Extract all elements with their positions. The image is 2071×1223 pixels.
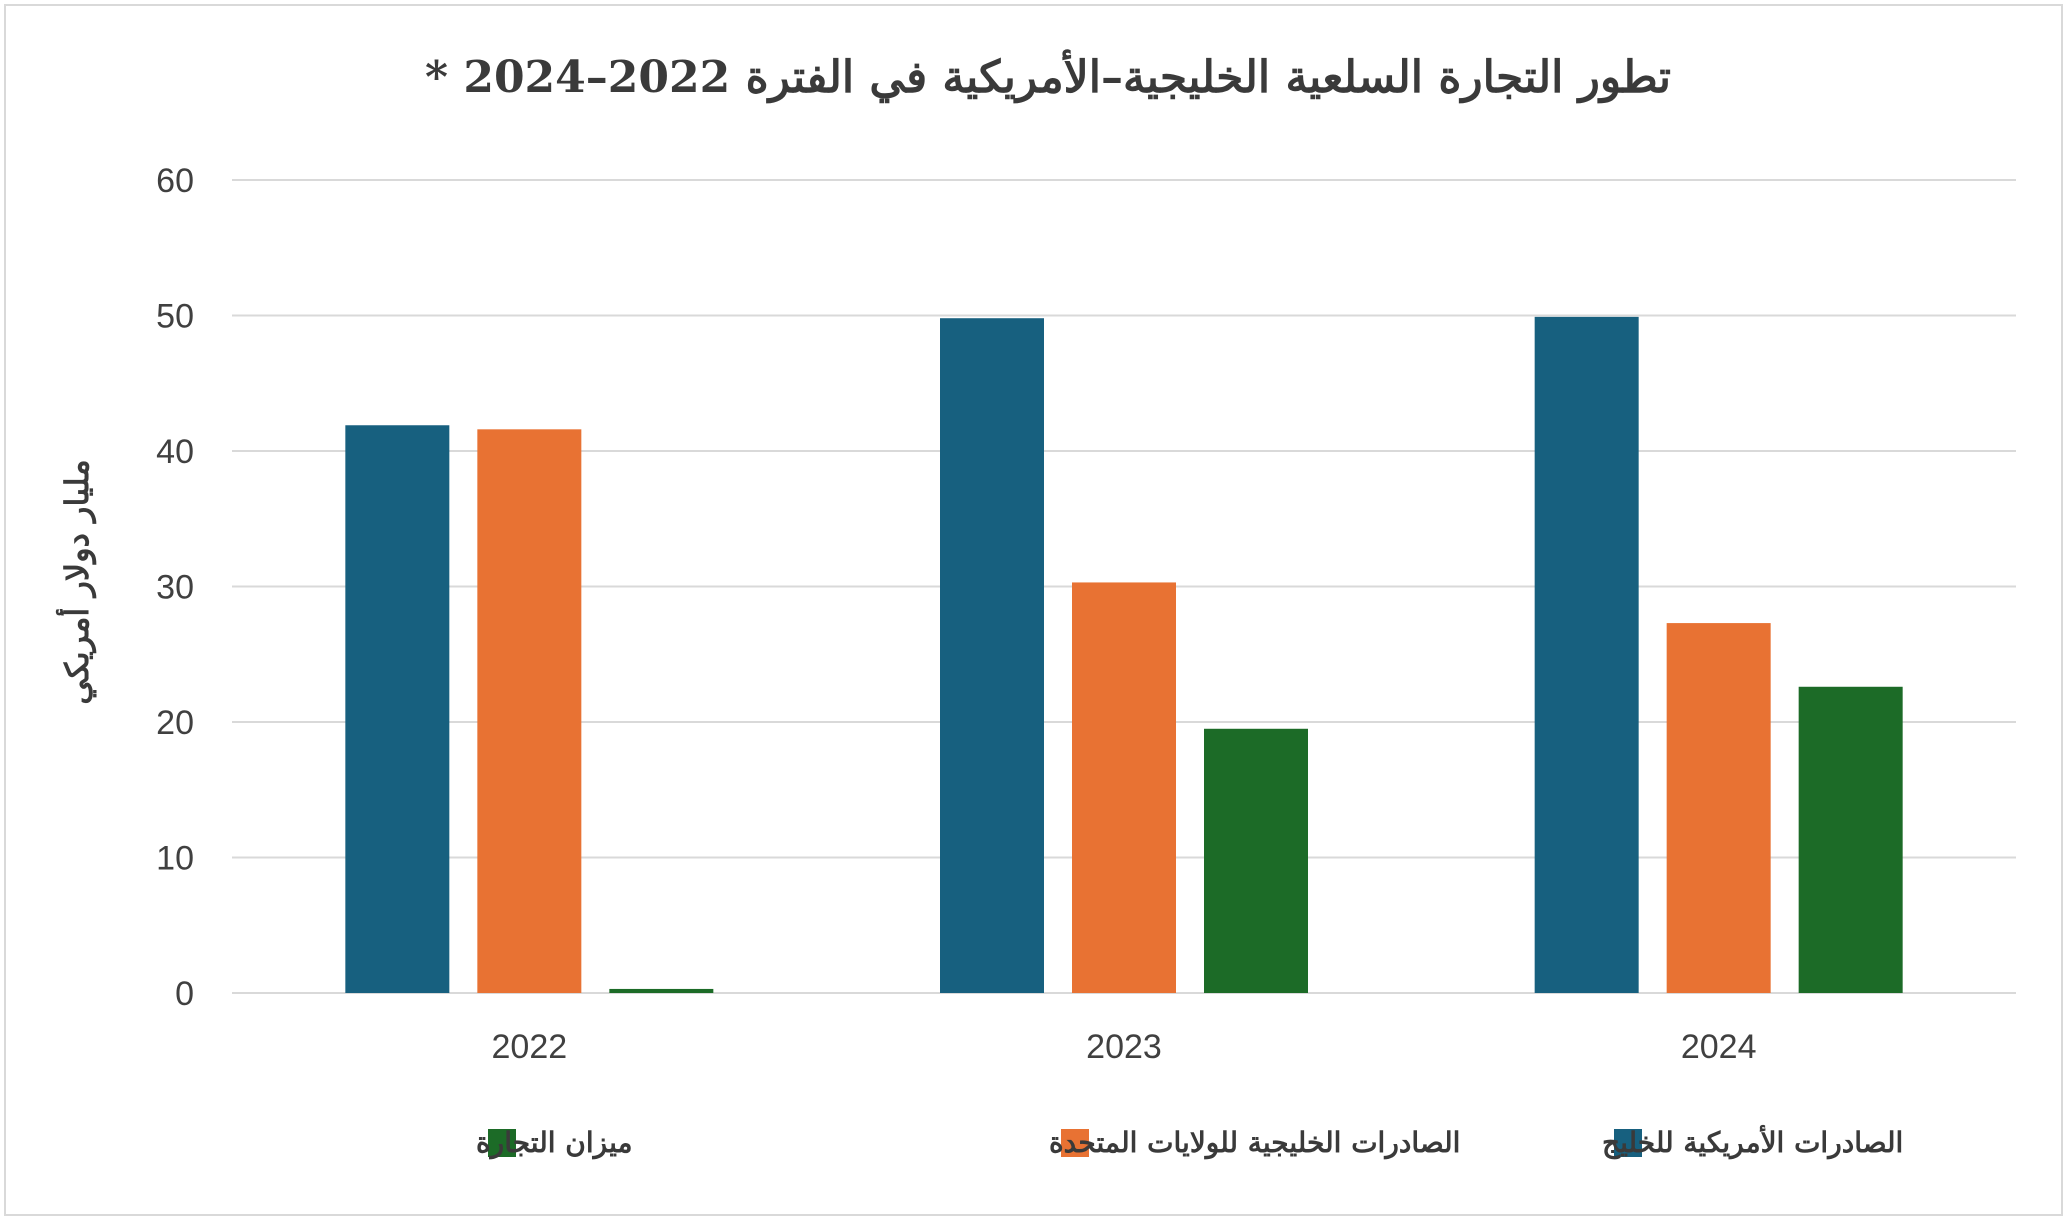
- bars: [345, 316, 1903, 994]
- bar: [940, 318, 1044, 994]
- y-tick-label: 0: [175, 975, 194, 1013]
- legend-label: الصادرات الخليجية للولايات المتحدة: [1049, 1126, 1460, 1160]
- y-tick-label: 50: [156, 298, 194, 336]
- x-tick-label: 2023: [1086, 1028, 1162, 1066]
- x-axis-ticks: 2022 2023 2024: [492, 1028, 1757, 1066]
- legend-swatch: [1061, 1129, 1089, 1157]
- bar: [477, 429, 582, 993]
- bar: [345, 425, 450, 993]
- legend-label: الصادرات الأمريكية للخليج: [1602, 1125, 1903, 1160]
- legend-item: ميزان التجارة: [476, 1126, 633, 1160]
- bar: [1204, 728, 1308, 993]
- legend-swatch: [1614, 1129, 1642, 1157]
- legend-swatch: [488, 1129, 516, 1157]
- x-tick-label: 2024: [1681, 1028, 1757, 1066]
- x-tick-label: 2022: [492, 1028, 568, 1066]
- bar: [1072, 582, 1176, 993]
- bar: [1666, 623, 1771, 993]
- legend-item: الصادرات الخليجية للولايات المتحدة: [1049, 1126, 1460, 1160]
- y-tick-label: 40: [156, 433, 194, 471]
- legend-label: ميزان التجارة: [476, 1126, 633, 1160]
- bar: [1534, 316, 1639, 994]
- y-axis-ticks: 0 10 20 30 40 50 60: [156, 162, 194, 1013]
- y-tick-label: 60: [156, 162, 194, 200]
- y-tick-label: 30: [156, 569, 194, 607]
- bar: [609, 988, 714, 993]
- y-tick-label: 10: [156, 840, 194, 878]
- chart-title: تطور التجارة السلعية الخليجية–الأمريكية …: [425, 49, 1671, 104]
- y-tick-label: 20: [156, 704, 194, 742]
- legend-item: الصادرات الأمريكية للخليج: [1602, 1125, 1903, 1160]
- legend: الصادرات الأمريكية للخليج الصادرات الخليج…: [476, 1125, 1903, 1160]
- bar: [1798, 686, 1903, 993]
- y-axis-title: مليار دولار أمريكي: [55, 459, 97, 704]
